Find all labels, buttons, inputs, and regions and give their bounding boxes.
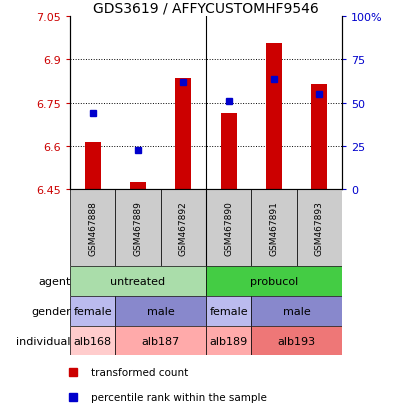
Bar (130, 183, 146, 190)
Bar (206, 326, 251, 356)
Bar (206, 266, 342, 296)
Text: GSM467892: GSM467892 (179, 201, 188, 256)
Bar (266, 44, 282, 190)
Text: alb193: alb193 (278, 336, 316, 346)
Bar (206, 296, 251, 326)
Text: GSM467890: GSM467890 (224, 201, 233, 256)
Text: alb187: alb187 (142, 336, 180, 346)
Bar (251, 296, 342, 326)
Bar (115, 326, 206, 356)
Bar (115, 296, 206, 326)
Polygon shape (71, 333, 76, 348)
Bar (251, 326, 342, 356)
Bar (70, 296, 115, 326)
Text: probucol: probucol (250, 276, 298, 286)
Bar (206, 190, 251, 266)
Text: male: male (283, 306, 310, 316)
Text: gender: gender (31, 306, 71, 316)
Bar (221, 114, 237, 190)
Text: female: female (73, 306, 112, 316)
Bar (161, 190, 206, 266)
Text: alb168: alb168 (74, 336, 112, 346)
Text: male: male (147, 306, 174, 316)
Polygon shape (71, 304, 76, 318)
Bar (85, 142, 101, 190)
Bar (312, 84, 327, 190)
Text: GSM467891: GSM467891 (270, 201, 278, 256)
Text: transformed count: transformed count (91, 367, 188, 377)
Text: GSM467888: GSM467888 (88, 201, 97, 256)
Bar (297, 190, 342, 266)
Text: untreated: untreated (110, 276, 166, 286)
Text: alb189: alb189 (210, 336, 248, 346)
Bar (70, 190, 115, 266)
Bar (70, 326, 115, 356)
Title: GDS3619 / AFFYCUSTOMHF9546: GDS3619 / AFFYCUSTOMHF9546 (93, 1, 319, 15)
Text: female: female (209, 306, 248, 316)
Text: percentile rank within the sample: percentile rank within the sample (91, 392, 267, 402)
Bar (251, 190, 297, 266)
Bar (115, 190, 161, 266)
Text: individual: individual (16, 336, 71, 346)
Bar (70, 266, 206, 296)
Bar (176, 79, 191, 190)
Text: GSM467893: GSM467893 (315, 201, 324, 256)
Text: agent: agent (38, 276, 71, 286)
Text: GSM467889: GSM467889 (134, 201, 142, 256)
Polygon shape (71, 274, 76, 289)
